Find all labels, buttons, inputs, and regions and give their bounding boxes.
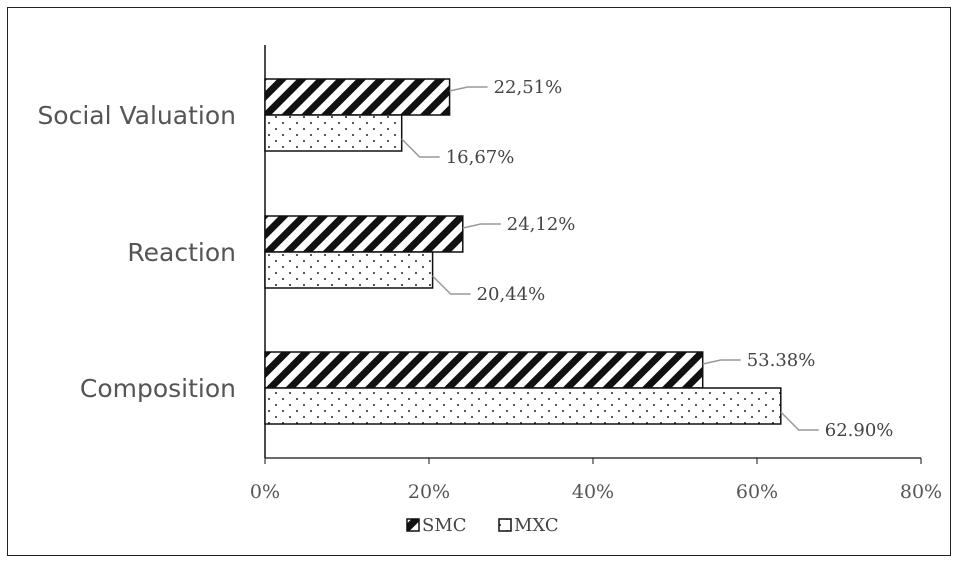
x-tick-label: 60% bbox=[736, 481, 778, 503]
bar-smc-reaction bbox=[264, 215, 464, 253]
x-tick-label: 40% bbox=[572, 481, 614, 503]
legend: SMC MXC bbox=[406, 515, 559, 536]
x-tick-label: 20% bbox=[408, 481, 450, 503]
x-tick-label: 0% bbox=[250, 481, 280, 503]
legend-label-smc: SMC bbox=[422, 515, 467, 536]
x-tick-label: 80% bbox=[900, 481, 942, 503]
category-label-composition: Composition bbox=[80, 374, 236, 403]
bar-smc-social-valuation bbox=[264, 78, 451, 116]
leader-line bbox=[780, 411, 819, 431]
bar-mxc-reaction bbox=[264, 251, 434, 289]
bar-mxc-social-valuation bbox=[264, 114, 403, 152]
legend-swatch-mxc bbox=[498, 518, 512, 532]
category-label-reaction: Reaction bbox=[127, 238, 236, 267]
data-label-smc-composition: 53.38% bbox=[747, 350, 816, 371]
chart-frame bbox=[7, 7, 951, 556]
data-label-mxc-reaction: 20,44% bbox=[477, 284, 546, 305]
data-label-smc-reaction: 24,12% bbox=[507, 214, 576, 235]
leader-line bbox=[702, 359, 741, 365]
legend-swatch-smc bbox=[406, 518, 420, 532]
leader-line bbox=[401, 138, 440, 158]
legend-label-mxc: MXC bbox=[514, 515, 559, 536]
data-label-mxc-composition: 62.90% bbox=[825, 420, 894, 441]
leader-line bbox=[449, 86, 488, 92]
bar-mxc-composition bbox=[264, 387, 782, 425]
category-label-social-valuation: Social Valuation bbox=[37, 101, 236, 130]
plot-area: 0% 20% 40% 60% 80% Social Valuation Reaction Co… bbox=[37, 45, 942, 503]
data-label-smc-social-valuation: 22,51% bbox=[494, 77, 563, 98]
leader-line bbox=[462, 223, 501, 229]
leader-line bbox=[432, 275, 471, 295]
data-label-mxc-social-valuation: 16,67% bbox=[446, 147, 515, 168]
bar-smc-composition bbox=[264, 351, 704, 389]
